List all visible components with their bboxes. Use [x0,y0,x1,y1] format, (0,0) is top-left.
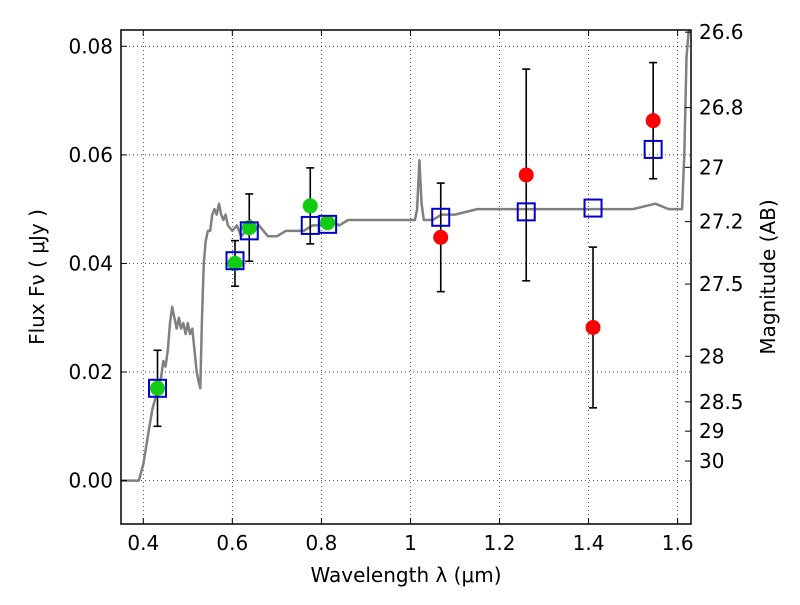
observed_nir-point [518,167,534,183]
mag-tick-label: 26.8 [699,96,744,120]
x-tick-label: 1.6 [662,531,694,555]
series-layer [121,29,691,482]
observed_optical-point [150,380,166,396]
mag-tick-label: 27 [699,155,724,179]
observed_optical-point [302,198,318,214]
y-tick-label: 0.06 [68,143,113,167]
y-axis-label: Flux Fν ( μJy ) [25,209,49,345]
model-photometry-square [318,214,338,234]
x-tick-label: 0.4 [127,531,159,555]
mag-tick-label: 28 [699,344,724,368]
axis-ticks: 0.4 0.6 0.8 1 1.2 1.4 1.6 0.00 0.02 0.04 0.06 0.08 2… [68,20,743,555]
model-photometry-square [225,251,245,271]
x-tick-label: 0.6 [216,531,248,555]
y-tick-label: 0.02 [68,360,113,384]
y-tick-label: 0.00 [68,469,113,493]
x-axis-label: Wavelength λ (μm) [310,563,501,587]
observed_optical-point [320,215,336,231]
grid-lines [121,30,691,524]
x-tick-label: 0.8 [305,531,337,555]
mag-tick-label: 27.5 [699,272,744,296]
x-tick-label: 1.2 [484,531,516,555]
plot-frame [120,29,692,525]
y-tick-label: 0.04 [68,251,113,275]
observed_nir-point [585,319,601,335]
model-photometry-square [516,202,536,222]
model-sed-line [121,29,691,482]
model-photometry-square [148,378,168,398]
observed_nir-point [433,229,449,245]
x-tick-label: 1 [404,531,417,555]
model-photometry-square [643,139,663,159]
model-photometry-square [583,198,603,218]
y-tick-label: 0.08 [68,34,113,58]
model-photometry-square [239,221,259,241]
y2-axis-label: Magnitude (AB) [756,199,780,354]
x-tick-label: 1.4 [573,531,605,555]
mag-tick-label: 26.6 [699,20,744,44]
mag-tick-label: 29 [699,419,724,443]
mag-tick-label: 27.2 [699,210,744,234]
mag-tick-label: 30 [699,449,724,473]
observed_nir-point [645,113,661,129]
observed_optical-point [227,255,243,271]
model-photometry-square [431,207,451,227]
observed_optical-point [241,220,257,236]
mag-tick-label: 28.5 [699,390,744,414]
